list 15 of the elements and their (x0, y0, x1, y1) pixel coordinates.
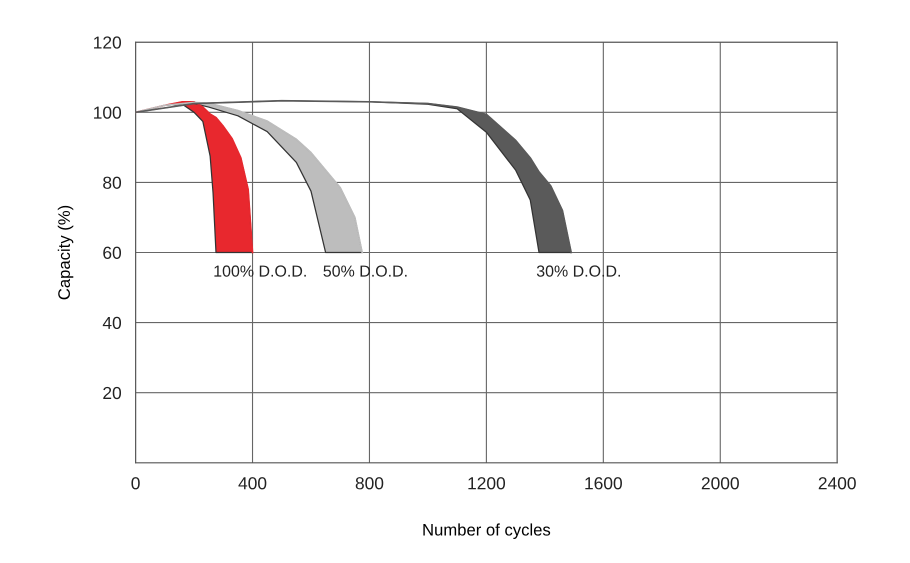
x-axis-title: Number of cycles (423, 523, 550, 539)
x-tick-label: 800 (356, 477, 384, 490)
y-tick-label: 40 (102, 316, 122, 330)
x-tick-label: 2000 (702, 477, 739, 490)
x-tick-label: 0 (131, 477, 140, 490)
y-tick-label: 100 (94, 106, 122, 119)
y-axis-title: Capacity (%) (58, 206, 74, 300)
x-tick-label: 2400 (818, 477, 856, 490)
x-tick-label: 1600 (585, 477, 622, 490)
y-tick-label: 60 (103, 246, 122, 259)
y-tick-label: 120 (94, 36, 122, 49)
x-tick-label: 1200 (468, 477, 506, 490)
y-tick-label: 80 (103, 176, 122, 189)
x-tick-label: 400 (238, 477, 266, 490)
y-tick-label: 20 (103, 386, 122, 400)
